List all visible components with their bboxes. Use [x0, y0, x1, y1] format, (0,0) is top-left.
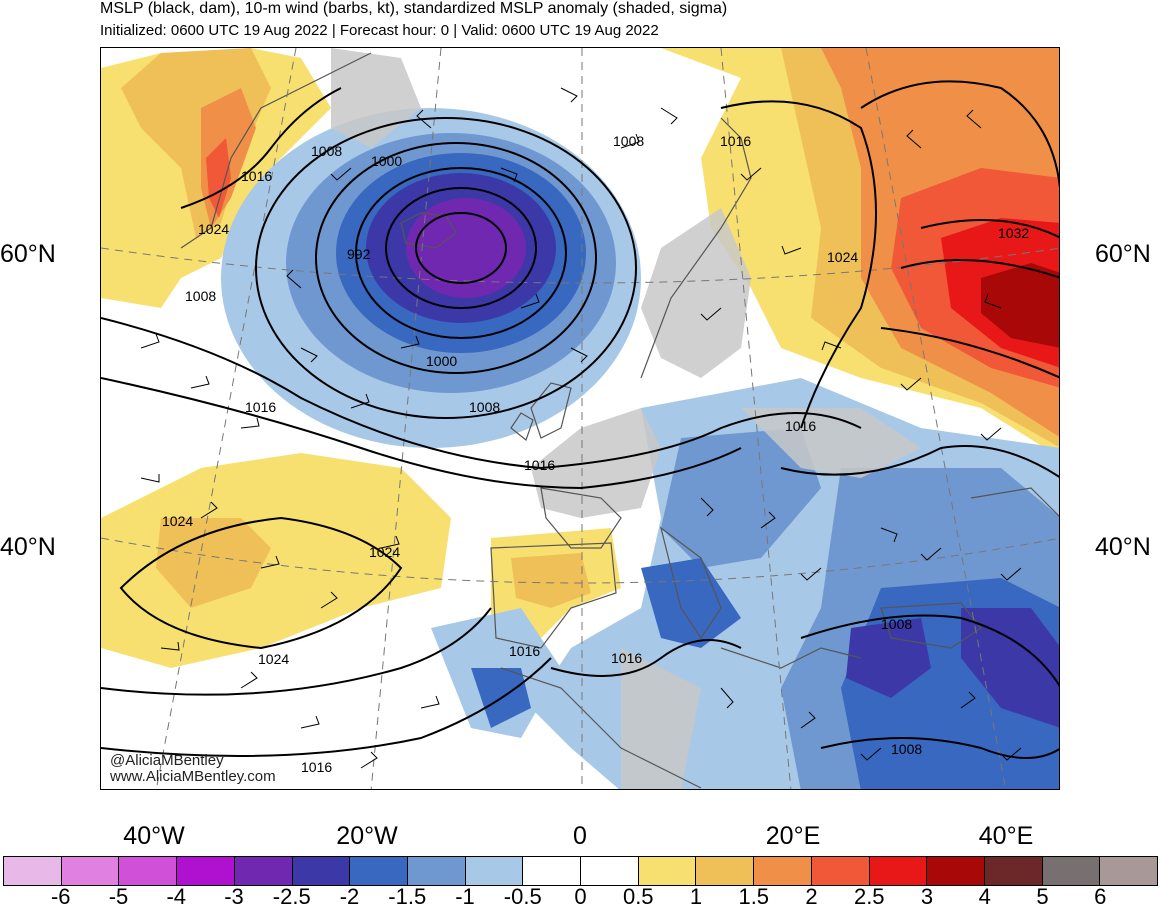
colorbar-swatch — [407, 857, 466, 885]
anomaly-shading — [101, 48, 1059, 789]
colorbar-tick-label: -4 — [166, 884, 187, 909]
positive-anomaly-azores-inner — [156, 518, 271, 608]
isobar-label: 1008 — [881, 616, 912, 632]
colorbar-tick-label: 4 — [978, 884, 991, 909]
credit-handle: @AliciaMBentley — [110, 752, 224, 769]
positive-anomaly-russia-5 — [981, 263, 1059, 348]
chart-title: MSLP (black, dam), 10-m wind (barbs, kt)… — [100, 0, 728, 17]
colorbar-swatch — [350, 857, 408, 885]
isobar-label: 1008 — [613, 133, 644, 149]
positive-anomaly-iberia-inner — [511, 553, 591, 608]
isobar-label: 1016 — [524, 457, 555, 473]
isobar-label: 1024 — [258, 651, 289, 667]
colorbar-tick-label: 1.5 — [738, 884, 770, 909]
isobar-label: 1016 — [720, 133, 751, 149]
colorbar-tick-label: 0 — [574, 884, 587, 909]
colorbar-tick-label: -5 — [108, 884, 129, 909]
isobar-label: 1008 — [891, 741, 922, 757]
isobar-label: 992 — [347, 246, 371, 262]
negative-anomaly-italy — [641, 558, 741, 648]
positive-anomaly-azores — [101, 453, 451, 668]
colorbar-swatch — [811, 857, 870, 885]
colorbar-swatch — [177, 857, 235, 885]
colorbar-tick-label: -0.5 — [503, 884, 542, 909]
lat-label-60n-left: 60°N — [0, 240, 56, 268]
isobar-label: 1008 — [469, 399, 500, 415]
colorbar-swatch — [523, 857, 582, 885]
isobar-label: 1016 — [785, 418, 816, 434]
negative-anomaly-turkey — [846, 618, 931, 698]
isobar-label: 1008 — [311, 143, 342, 159]
lat-label-40n-right: 40°N — [1095, 533, 1151, 561]
colorbar-tick-label: 3 — [920, 884, 934, 909]
colorbar-swatch — [869, 857, 928, 885]
isobar-label: 1008 — [185, 288, 216, 304]
colorbar-tick-label: 2 — [805, 884, 818, 909]
negative-anomaly-na-4 — [406, 198, 526, 298]
colorbar-swatch — [984, 857, 1043, 885]
land-poland — [741, 408, 921, 478]
negative-anomaly-caspian — [961, 608, 1059, 728]
lat-label-60n-right: 60°N — [1095, 240, 1151, 268]
colorbar-swatch — [234, 857, 293, 885]
land-masks — [331, 48, 921, 789]
isobar-label: 1000 — [371, 153, 402, 169]
weather-map: 1008 1016 1024 1008 1000 992 1000 1008 1… — [100, 47, 1060, 790]
isobar-label: 1016 — [241, 168, 272, 184]
colorbar-swatch — [61, 857, 120, 885]
colorbar-swatch — [696, 857, 755, 885]
colorbar-tick-label: 5 — [1036, 884, 1049, 909]
colorbar-swatch — [927, 857, 985, 885]
colorbar-tick-label: -2.5 — [272, 884, 311, 909]
colorbar-tick-label: 2.5 — [853, 884, 885, 909]
colorbar-swatch — [754, 857, 812, 885]
colorbar-swatch — [4, 857, 62, 885]
lon-label-40e: 40°E — [978, 822, 1034, 850]
lon-label-20w: 20°W — [336, 822, 398, 850]
isobar-label: 1016 — [611, 650, 642, 666]
colorbar-swatch — [465, 857, 524, 885]
isobar-label: 1000 — [426, 353, 457, 369]
land-france-britain — [531, 408, 661, 518]
colorbar-swatch — [1042, 857, 1101, 885]
wind-barbs — [140, 87, 1022, 769]
colorbar-tick-label: 6 — [1094, 884, 1107, 909]
chart-subtitle: Initialized: 0600 UTC 19 Aug 2022 | Fore… — [100, 22, 659, 39]
negative-anomaly-central-europe — [661, 428, 821, 568]
colorbar-swatch — [581, 857, 639, 885]
isobar-label: 1016 — [509, 643, 540, 659]
isobar-label: 1016 — [301, 759, 332, 775]
lat-label-40n-left: 40°N — [0, 533, 56, 561]
colorbar-swatch — [292, 857, 351, 885]
isobar-label: 1024 — [198, 221, 229, 237]
colorbar-tick-label: -2 — [339, 884, 360, 909]
colorbar-swatch — [638, 857, 697, 885]
land-scandinavia — [641, 208, 751, 378]
positive-anomaly-greenland-peak — [206, 138, 231, 218]
colorbar-tick-label: -3 — [224, 884, 244, 909]
lon-label-20e: 20°E — [765, 822, 821, 850]
land-north-africa — [621, 648, 701, 789]
map-canvas: 1008 1016 1024 1008 1000 992 1000 1008 1… — [101, 48, 1059, 789]
isobar-label: 1024 — [827, 249, 858, 265]
coastlines — [180, 52, 1059, 789]
graticule — [101, 48, 1059, 789]
isobar-label: 1024 — [162, 513, 193, 529]
colorbar-tick-label: -1.5 — [388, 884, 427, 909]
isobar-label: 1032 — [998, 225, 1029, 241]
isobar-label: 1024 — [369, 544, 400, 560]
colorbar-tick-label: -1 — [455, 884, 475, 909]
isobar-label: 1016 — [245, 399, 276, 415]
colorbar-tick-label: -6 — [50, 884, 71, 909]
colorbar-tick-label: 0.5 — [622, 884, 654, 909]
colorbar — [3, 856, 1158, 886]
colorbar-swatch — [119, 857, 178, 885]
lon-label-0: 0 — [573, 822, 587, 850]
isobars — [101, 80, 1059, 759]
credit-website: www.AliciaMBentley.com — [110, 768, 276, 785]
contour-labels: 1008 1016 1024 1008 1000 992 1000 1008 1… — [162, 133, 1029, 775]
colorbar-tick-label: 1 — [689, 884, 703, 909]
colorbar-swatch — [1100, 857, 1158, 885]
lon-label-40w: 40°W — [123, 822, 185, 850]
